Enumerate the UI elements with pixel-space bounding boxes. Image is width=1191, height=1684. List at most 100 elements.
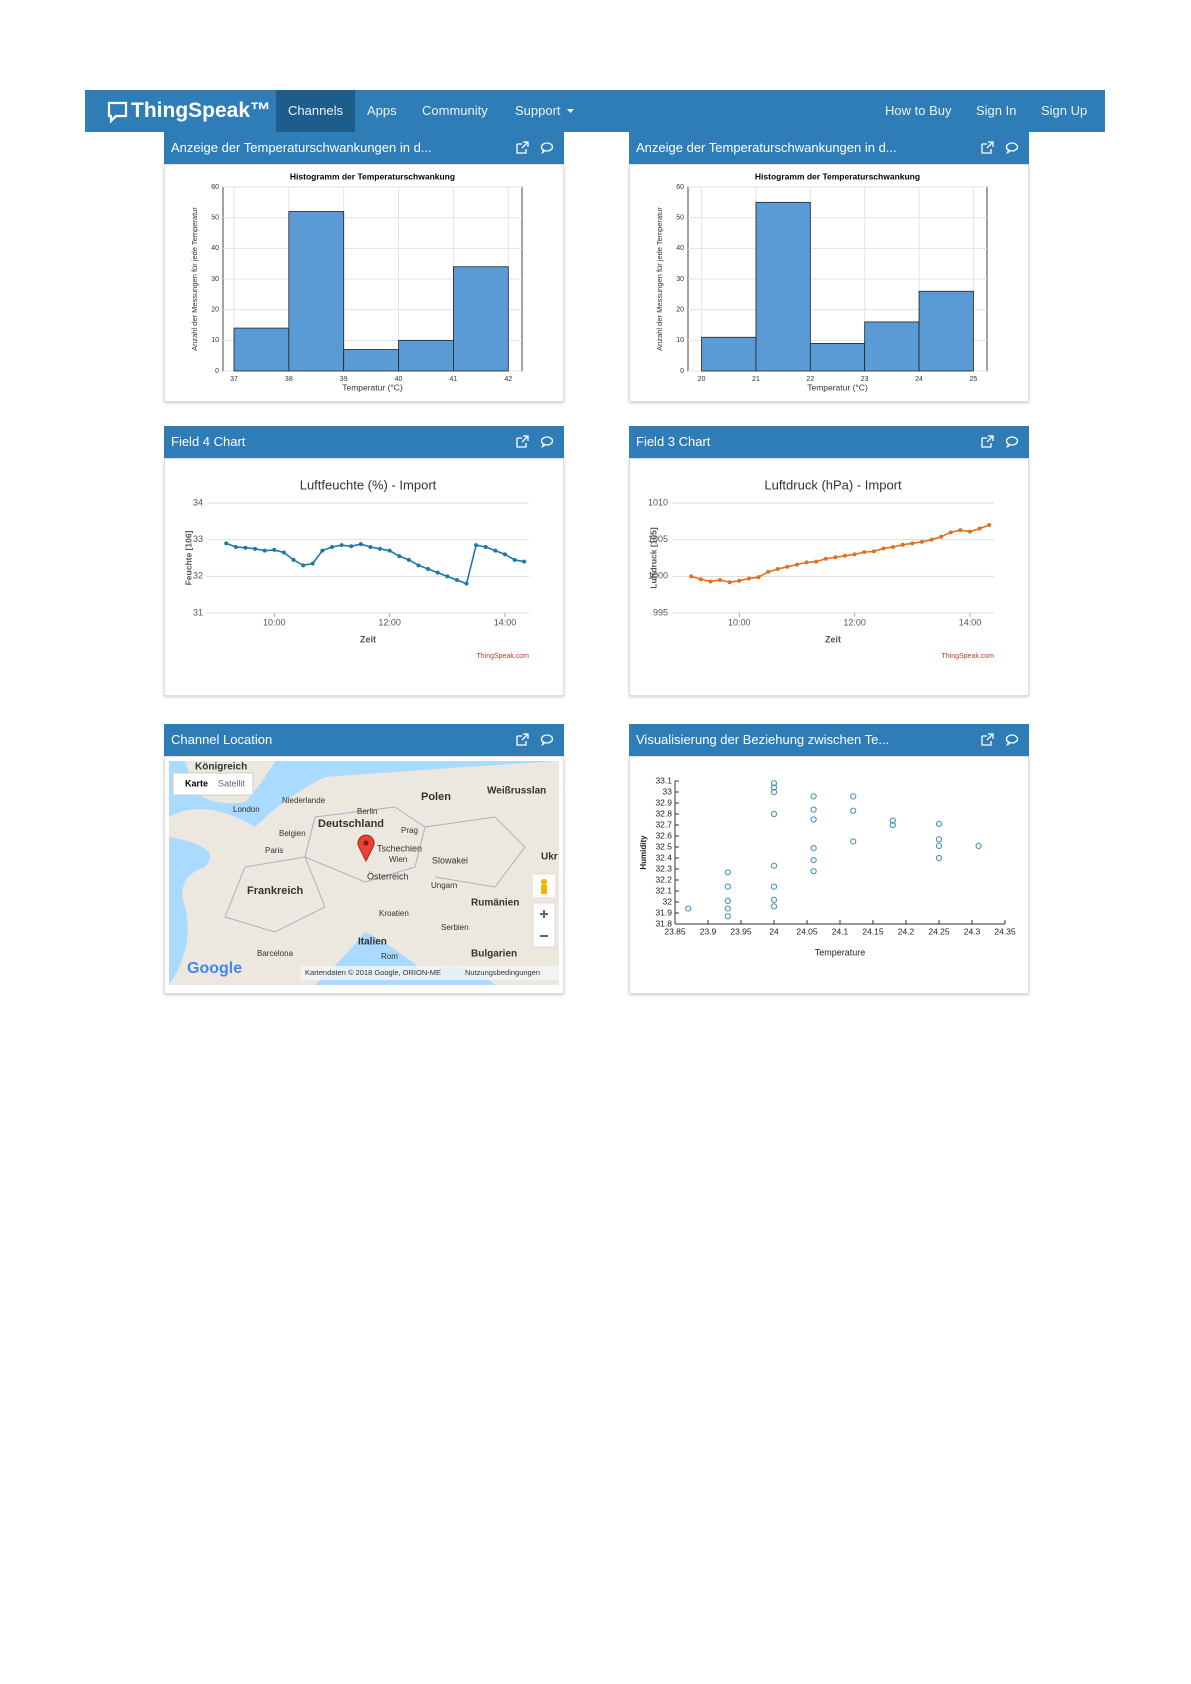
y-tick-label: 30 bbox=[211, 276, 219, 283]
x-tick-label: 10:00 bbox=[728, 617, 751, 627]
point bbox=[718, 578, 723, 582]
y-tick-label: 31 bbox=[193, 607, 203, 617]
point bbox=[900, 542, 905, 547]
point bbox=[810, 793, 817, 800]
map-label: Tschechien bbox=[377, 843, 422, 853]
point bbox=[512, 557, 517, 562]
point bbox=[724, 897, 731, 904]
point bbox=[262, 548, 267, 553]
y-tick-label: 31.8 bbox=[655, 918, 672, 928]
point bbox=[948, 530, 953, 535]
x-tick-label: 24.15 bbox=[862, 926, 884, 936]
x-axis-label: Temperatur (°C) bbox=[807, 382, 868, 392]
point bbox=[339, 543, 344, 548]
credit: ThingSpeak.com bbox=[476, 653, 529, 660]
point bbox=[272, 547, 277, 552]
brand[interactable]: ThingSpeak™ bbox=[131, 99, 272, 122]
nav-link[interactable]: Support bbox=[515, 103, 561, 118]
point bbox=[810, 816, 817, 823]
point bbox=[935, 820, 943, 828]
y-tick-label: 32.8 bbox=[655, 808, 672, 818]
credit: ThingSpeak.com bbox=[941, 653, 994, 660]
y-axis-label: Anzahl der Messungen für jede Temperatur bbox=[655, 207, 664, 351]
point bbox=[358, 542, 363, 547]
y-tick-label: 32.2 bbox=[655, 874, 672, 884]
chart-title: Histogramm der Temperaturschwankung bbox=[755, 171, 920, 181]
google-logo: Google bbox=[187, 960, 242, 977]
panel-icons[interactable] bbox=[516, 141, 556, 155]
map[interactable]: Karte Satellit Königreich Niederlande Be… bbox=[165, 757, 563, 993]
map-button[interactable]: Satellit bbox=[218, 778, 246, 788]
bar bbox=[809, 342, 866, 372]
map-button[interactable]: Karte bbox=[185, 778, 208, 788]
bar bbox=[755, 201, 811, 372]
x-tick-label: 23 bbox=[861, 376, 869, 383]
point bbox=[770, 788, 778, 796]
point bbox=[243, 545, 248, 550]
panel-icons[interactable] bbox=[981, 435, 1021, 449]
point bbox=[698, 577, 703, 582]
y-tick-label: 10 bbox=[676, 337, 684, 344]
point bbox=[724, 869, 731, 876]
point bbox=[810, 806, 817, 813]
point bbox=[397, 554, 402, 559]
map-type-control[interactable] bbox=[172, 772, 254, 796]
nav-link[interactable]: How to Buy bbox=[885, 103, 952, 118]
chart: 31.831.93232.132.232.332.432.532.632.732… bbox=[639, 775, 1016, 957]
map-label: Königreich bbox=[195, 762, 247, 773]
map-label: Slowakei bbox=[432, 855, 468, 865]
panel: Channel Location Karte Satellit Königrei… bbox=[164, 724, 564, 994]
y-tick-label: 32.1 bbox=[655, 885, 672, 895]
caret bbox=[567, 109, 574, 113]
chart-title: Luftfeuchte (%) - Import bbox=[300, 477, 437, 492]
point bbox=[958, 528, 963, 533]
map-attribution: Kartendaten © 2018 Google, ORION-ME bbox=[305, 968, 441, 977]
y-tick-label: 31.9 bbox=[655, 907, 672, 917]
panel-header: Field 3 Chart bbox=[629, 426, 1029, 458]
nav-link[interactable]: Channels bbox=[276, 90, 355, 132]
map-label: Ukr bbox=[541, 852, 558, 863]
point bbox=[253, 546, 258, 551]
x-axis-label: Zeit bbox=[360, 634, 376, 644]
y-tick-label: 32.3 bbox=[655, 863, 672, 873]
map-label: Kroatien bbox=[379, 909, 409, 918]
nav-link[interactable]: Sign Up bbox=[1041, 103, 1088, 118]
panel: Field 4 Chart 31 32 33 34 10:00 12:00 14:00 Luft… bbox=[164, 426, 564, 696]
zoom-control[interactable] bbox=[532, 902, 556, 948]
nav-link[interactable]: Sign In bbox=[976, 103, 1017, 118]
point bbox=[502, 552, 507, 557]
point bbox=[329, 545, 334, 549]
nav-link[interactable]: Community bbox=[422, 103, 488, 118]
point bbox=[833, 555, 838, 560]
point bbox=[281, 550, 286, 555]
x-tick-label: 22 bbox=[806, 376, 814, 383]
map-label: Belgien bbox=[279, 829, 306, 838]
y-axis-label: Feuchte [106] bbox=[183, 530, 193, 585]
map-terms[interactable]: Nutzungsbedingungen bbox=[465, 968, 540, 977]
line bbox=[690, 524, 990, 584]
point bbox=[368, 545, 373, 549]
point bbox=[770, 883, 778, 890]
logo-icon bbox=[107, 101, 128, 123]
panel-icons[interactable] bbox=[516, 733, 556, 747]
point bbox=[483, 545, 488, 549]
bar bbox=[233, 327, 290, 372]
point bbox=[493, 548, 498, 553]
y-tick-label: 32.4 bbox=[655, 852, 672, 862]
point bbox=[291, 557, 296, 562]
x-tick-label: 12:00 bbox=[843, 617, 866, 627]
location-pin[interactable] bbox=[357, 834, 375, 863]
point bbox=[862, 550, 867, 555]
y-tick-label: 50 bbox=[676, 215, 684, 222]
panel-icons[interactable] bbox=[516, 435, 556, 449]
panel-icons[interactable] bbox=[981, 141, 1021, 155]
point bbox=[737, 578, 742, 583]
nav-link[interactable]: Apps bbox=[367, 103, 397, 118]
line bbox=[225, 542, 525, 585]
map-label: Frankreich bbox=[247, 885, 304, 897]
y-tick-label: 1000 bbox=[648, 571, 668, 581]
panel-icons[interactable] bbox=[981, 733, 1021, 747]
y-axis-label: Anzahl der Messungen für jede Temperatur bbox=[190, 207, 199, 351]
x-tick-label: 20 bbox=[698, 376, 706, 383]
point bbox=[756, 575, 761, 580]
